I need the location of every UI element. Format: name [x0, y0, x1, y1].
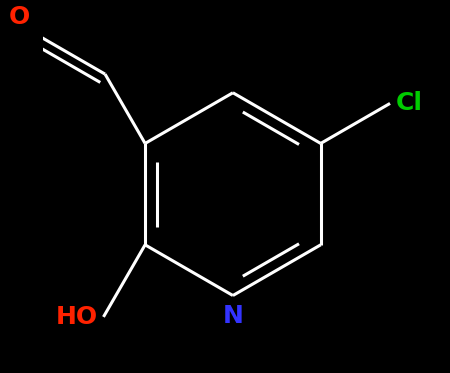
Text: HO: HO: [56, 305, 98, 329]
Text: O: O: [9, 5, 31, 29]
Text: Cl: Cl: [396, 91, 423, 115]
Text: N: N: [222, 304, 243, 328]
